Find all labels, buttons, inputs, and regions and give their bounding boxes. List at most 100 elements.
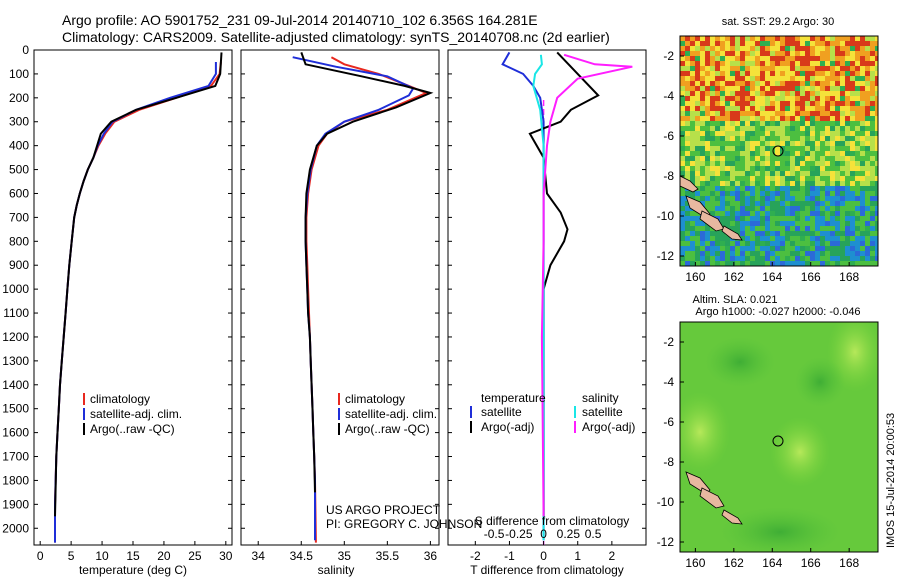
difference-axes <box>447 49 647 546</box>
depth-tick-label: 400 <box>9 139 29 153</box>
sla-map-subtitle: Argo h1000: -0.027 h2000: -0.046 <box>695 306 860 318</box>
sst-map: sat. SST: 29.2 Argo: 30 -2 -4 -6 -8 -10 -12 1… <box>657 16 879 284</box>
x-tick-label: 30 <box>219 549 233 563</box>
series-line-1 <box>305 56 429 543</box>
sla-map-area <box>680 322 878 552</box>
depth-tick-label: 300 <box>9 115 29 129</box>
s-difference-tick-label: -0.25 <box>505 527 533 541</box>
s-difference-label: S difference from climatology <box>475 514 630 528</box>
sla-map: Altim. SLA: 0.021 Argo h1000: -0.027 h20… <box>657 294 879 570</box>
temperature-xlabel: temperature (deg C) <box>79 563 187 577</box>
sst-map-title: sat. SST: 29.2 Argo: 30 <box>722 16 835 28</box>
s-difference-tick-label: -0.5 <box>484 527 505 541</box>
salinity-plot <box>292 52 434 543</box>
depth-tick-label: 1700 <box>2 450 29 464</box>
x-tick-label: 35 <box>338 549 352 563</box>
temperature-axes <box>33 49 233 546</box>
map-y-tick-label: -12 <box>657 249 675 263</box>
depth-tick-label: 100 <box>9 67 29 81</box>
sla-map-xticks: 160 162 164 166 168 <box>685 548 859 570</box>
series-line-1 <box>54 61 222 543</box>
t-difference-label: T difference from climatology <box>470 563 624 577</box>
s-difference-tick-label: 0.25 <box>557 527 581 541</box>
map-x-tick-label: 168 <box>839 270 859 284</box>
legend-climatology: climatology <box>90 392 150 406</box>
map-x-tick-label: 162 <box>724 270 744 284</box>
x-tick-label: 34 <box>252 549 266 563</box>
depth-tick-label: 800 <box>9 234 29 248</box>
x-tick-label: -2 <box>470 549 481 563</box>
island-shape <box>699 487 725 509</box>
map-y-tick-label: -6 <box>663 415 674 429</box>
map-y-tick-label: -2 <box>663 49 674 63</box>
depth-tick-labels: 0 100 200 300 400 500 600 700 800 900 1000 1100 1200… <box>2 43 646 535</box>
depth-tick-label: 900 <box>9 258 29 272</box>
legend-argo: Argo(..raw -QC) <box>90 422 175 436</box>
credit-project: US ARGO PROJECT <box>326 503 441 517</box>
difference-legend: temperature salinity satellite Argo(-adj… <box>470 391 635 434</box>
map-x-tick-label: 164 <box>762 270 782 284</box>
depth-tick-label: 2000 <box>2 521 29 535</box>
series-line-4 <box>540 53 633 517</box>
series-line-2 <box>54 62 217 543</box>
series-line-2 <box>528 51 600 517</box>
island-shape <box>680 175 699 193</box>
depth-tick-label: 500 <box>9 163 29 177</box>
title-line-2: Climatology: CARS2009. Satellite-adjuste… <box>62 29 610 45</box>
timestamp-stamp: IMOS 15-Jul-2014 20:00:53 <box>885 413 897 548</box>
map-x-tick-label: 166 <box>801 556 821 570</box>
depth-tick-label: 1000 <box>2 282 29 296</box>
x-tick-label: 1 <box>574 549 581 563</box>
sst-map-area <box>680 36 878 266</box>
difference-plot <box>501 51 633 545</box>
sla-map-frame <box>679 321 879 553</box>
depth-tick-label: 700 <box>9 210 29 224</box>
x-tick-label: 25 <box>188 549 202 563</box>
depth-tick-label: 1200 <box>2 330 29 344</box>
x-tick-label: 10 <box>95 549 109 563</box>
x-tick-label: 0 <box>37 549 44 563</box>
salinity-xlabel: salinity <box>318 563 355 577</box>
map-y-tick-label: -2 <box>663 335 674 349</box>
sst-map-xticks: 160 162 164 166 168 <box>685 262 859 284</box>
legend-sat-s: satellite <box>582 405 623 419</box>
series-line-3 <box>532 54 545 541</box>
sst-map-yticks: -2 -4 -6 -8 -10 -12 <box>657 49 684 263</box>
depth-tick-label: 1900 <box>2 497 29 511</box>
map-x-tick-label: 160 <box>685 556 705 570</box>
difference-panel: -2 -1 0 1 2 -0.5 -0.25 0 0.25 0.5 S difference f… <box>447 49 647 577</box>
x-tick-label: 2 <box>609 549 616 563</box>
s-difference-tick-label: 0.5 <box>585 527 602 541</box>
island-shape <box>699 210 725 232</box>
salinity-axes <box>240 49 440 546</box>
legend-satellite: satellite-adj. clim. <box>345 407 437 421</box>
map-y-tick-label: -4 <box>663 375 674 389</box>
map-x-tick-label: 166 <box>801 270 821 284</box>
title-line-1: Argo profile: AO 5901752_231 09-Jul-2014… <box>62 12 538 28</box>
depth-tick-label: 200 <box>9 91 29 105</box>
legend-head-temperature: temperature <box>481 391 546 405</box>
temperature-x-ticks: 0 5 10 15 20 25 30 <box>37 541 233 563</box>
sla-map-title: Altim. SLA: 0.021 <box>693 294 778 306</box>
t-difference-x-ticks: -2 -1 0 1 2 <box>470 541 616 563</box>
legend-argo-s: Argo(-adj) <box>582 420 635 434</box>
legend-argo-t: Argo(-adj) <box>481 420 534 434</box>
map-y-tick-label: -8 <box>663 169 674 183</box>
map-y-tick-label: -12 <box>657 535 675 549</box>
series-line-2 <box>292 56 415 541</box>
legend-sat-t: satellite <box>481 405 522 419</box>
legend-argo: Argo(..raw -QC) <box>345 422 430 436</box>
float-position-marker <box>772 435 784 447</box>
map-x-tick-label: 168 <box>839 556 859 570</box>
series-line-3 <box>54 52 223 517</box>
x-tick-label: 5 <box>68 549 75 563</box>
x-tick-label: 0 <box>540 549 547 563</box>
legend-climatology: climatology <box>345 392 405 406</box>
s-difference-ticks: -0.5 -0.25 0 0.25 0.5 <box>484 527 602 541</box>
legend-head-salinity: salinity <box>582 391 619 405</box>
island-shape <box>721 509 743 525</box>
series-line-1 <box>501 51 545 541</box>
depth-tick-label: 1100 <box>3 306 29 320</box>
x-tick-label: 34.5 <box>290 549 314 563</box>
depth-tick-label: 1600 <box>2 426 29 440</box>
